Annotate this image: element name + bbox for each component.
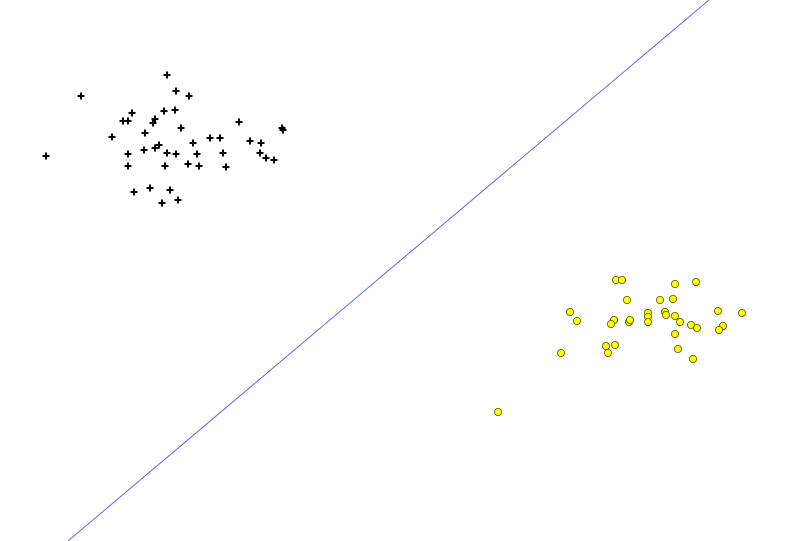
circle-point — [573, 316, 582, 325]
circle-point — [626, 315, 635, 324]
plus-point — [235, 118, 243, 126]
circle-point — [669, 294, 678, 303]
plus-point — [141, 129, 149, 137]
plus-point — [262, 154, 270, 162]
plus-point — [124, 150, 132, 158]
plus-point — [158, 199, 166, 207]
circle-point — [602, 341, 611, 350]
decision-boundary-layer — [67, 0, 710, 541]
circle-point — [566, 307, 575, 316]
plus-point — [140, 146, 148, 154]
circle-point — [692, 277, 701, 286]
plus-point — [108, 133, 116, 141]
plus-point — [222, 163, 230, 171]
plus-point — [77, 92, 85, 100]
circle-point — [671, 329, 680, 338]
circle-series — [493, 275, 747, 416]
plus-point — [256, 149, 264, 157]
circle-point — [693, 323, 702, 332]
plus-point — [160, 107, 168, 115]
plus-point — [257, 139, 265, 147]
plus-point — [124, 162, 132, 170]
circle-point — [715, 325, 724, 334]
circle-point — [623, 295, 632, 304]
plus-point — [206, 134, 214, 142]
plus-point — [193, 150, 201, 158]
circle-point — [674, 344, 683, 353]
plus-point — [166, 186, 174, 194]
circle-point — [644, 317, 653, 326]
circle-point — [656, 295, 665, 304]
circle-point — [493, 407, 502, 416]
decision-boundary-line — [67, 0, 710, 541]
circle-point — [671, 311, 680, 320]
plus-point — [177, 124, 185, 132]
plus-point — [163, 149, 171, 157]
plus-point — [195, 162, 203, 170]
plus-point — [279, 126, 287, 134]
data-points-layer — [42, 71, 747, 416]
plus-point — [130, 188, 138, 196]
circle-point — [604, 348, 613, 357]
circle-point — [676, 317, 685, 326]
plus-series — [42, 71, 287, 207]
plus-point — [149, 119, 157, 127]
plus-point — [146, 184, 154, 192]
plus-point — [216, 134, 224, 142]
plus-point — [184, 160, 192, 168]
circle-point — [618, 275, 627, 284]
plus-point — [161, 162, 169, 170]
plus-point — [189, 139, 197, 147]
plus-point — [163, 71, 171, 79]
plus-point — [270, 156, 278, 164]
plus-point — [172, 150, 180, 158]
plus-point — [171, 106, 179, 114]
circle-point — [689, 354, 698, 363]
plus-point — [172, 87, 180, 95]
circle-point — [714, 306, 723, 315]
circle-point — [671, 279, 680, 288]
circle-point — [607, 319, 616, 328]
plus-point — [155, 141, 163, 149]
plus-point — [151, 115, 159, 123]
plus-point — [151, 144, 159, 152]
plus-point — [42, 152, 50, 160]
circle-point — [662, 310, 671, 319]
circle-point — [611, 340, 620, 349]
plus-point — [124, 117, 132, 125]
circle-point — [557, 348, 566, 357]
circle-point — [738, 308, 747, 317]
plus-point — [219, 149, 227, 157]
plus-point — [128, 109, 136, 117]
plus-point — [246, 137, 254, 145]
plus-point — [185, 92, 193, 100]
plus-point — [174, 196, 182, 204]
